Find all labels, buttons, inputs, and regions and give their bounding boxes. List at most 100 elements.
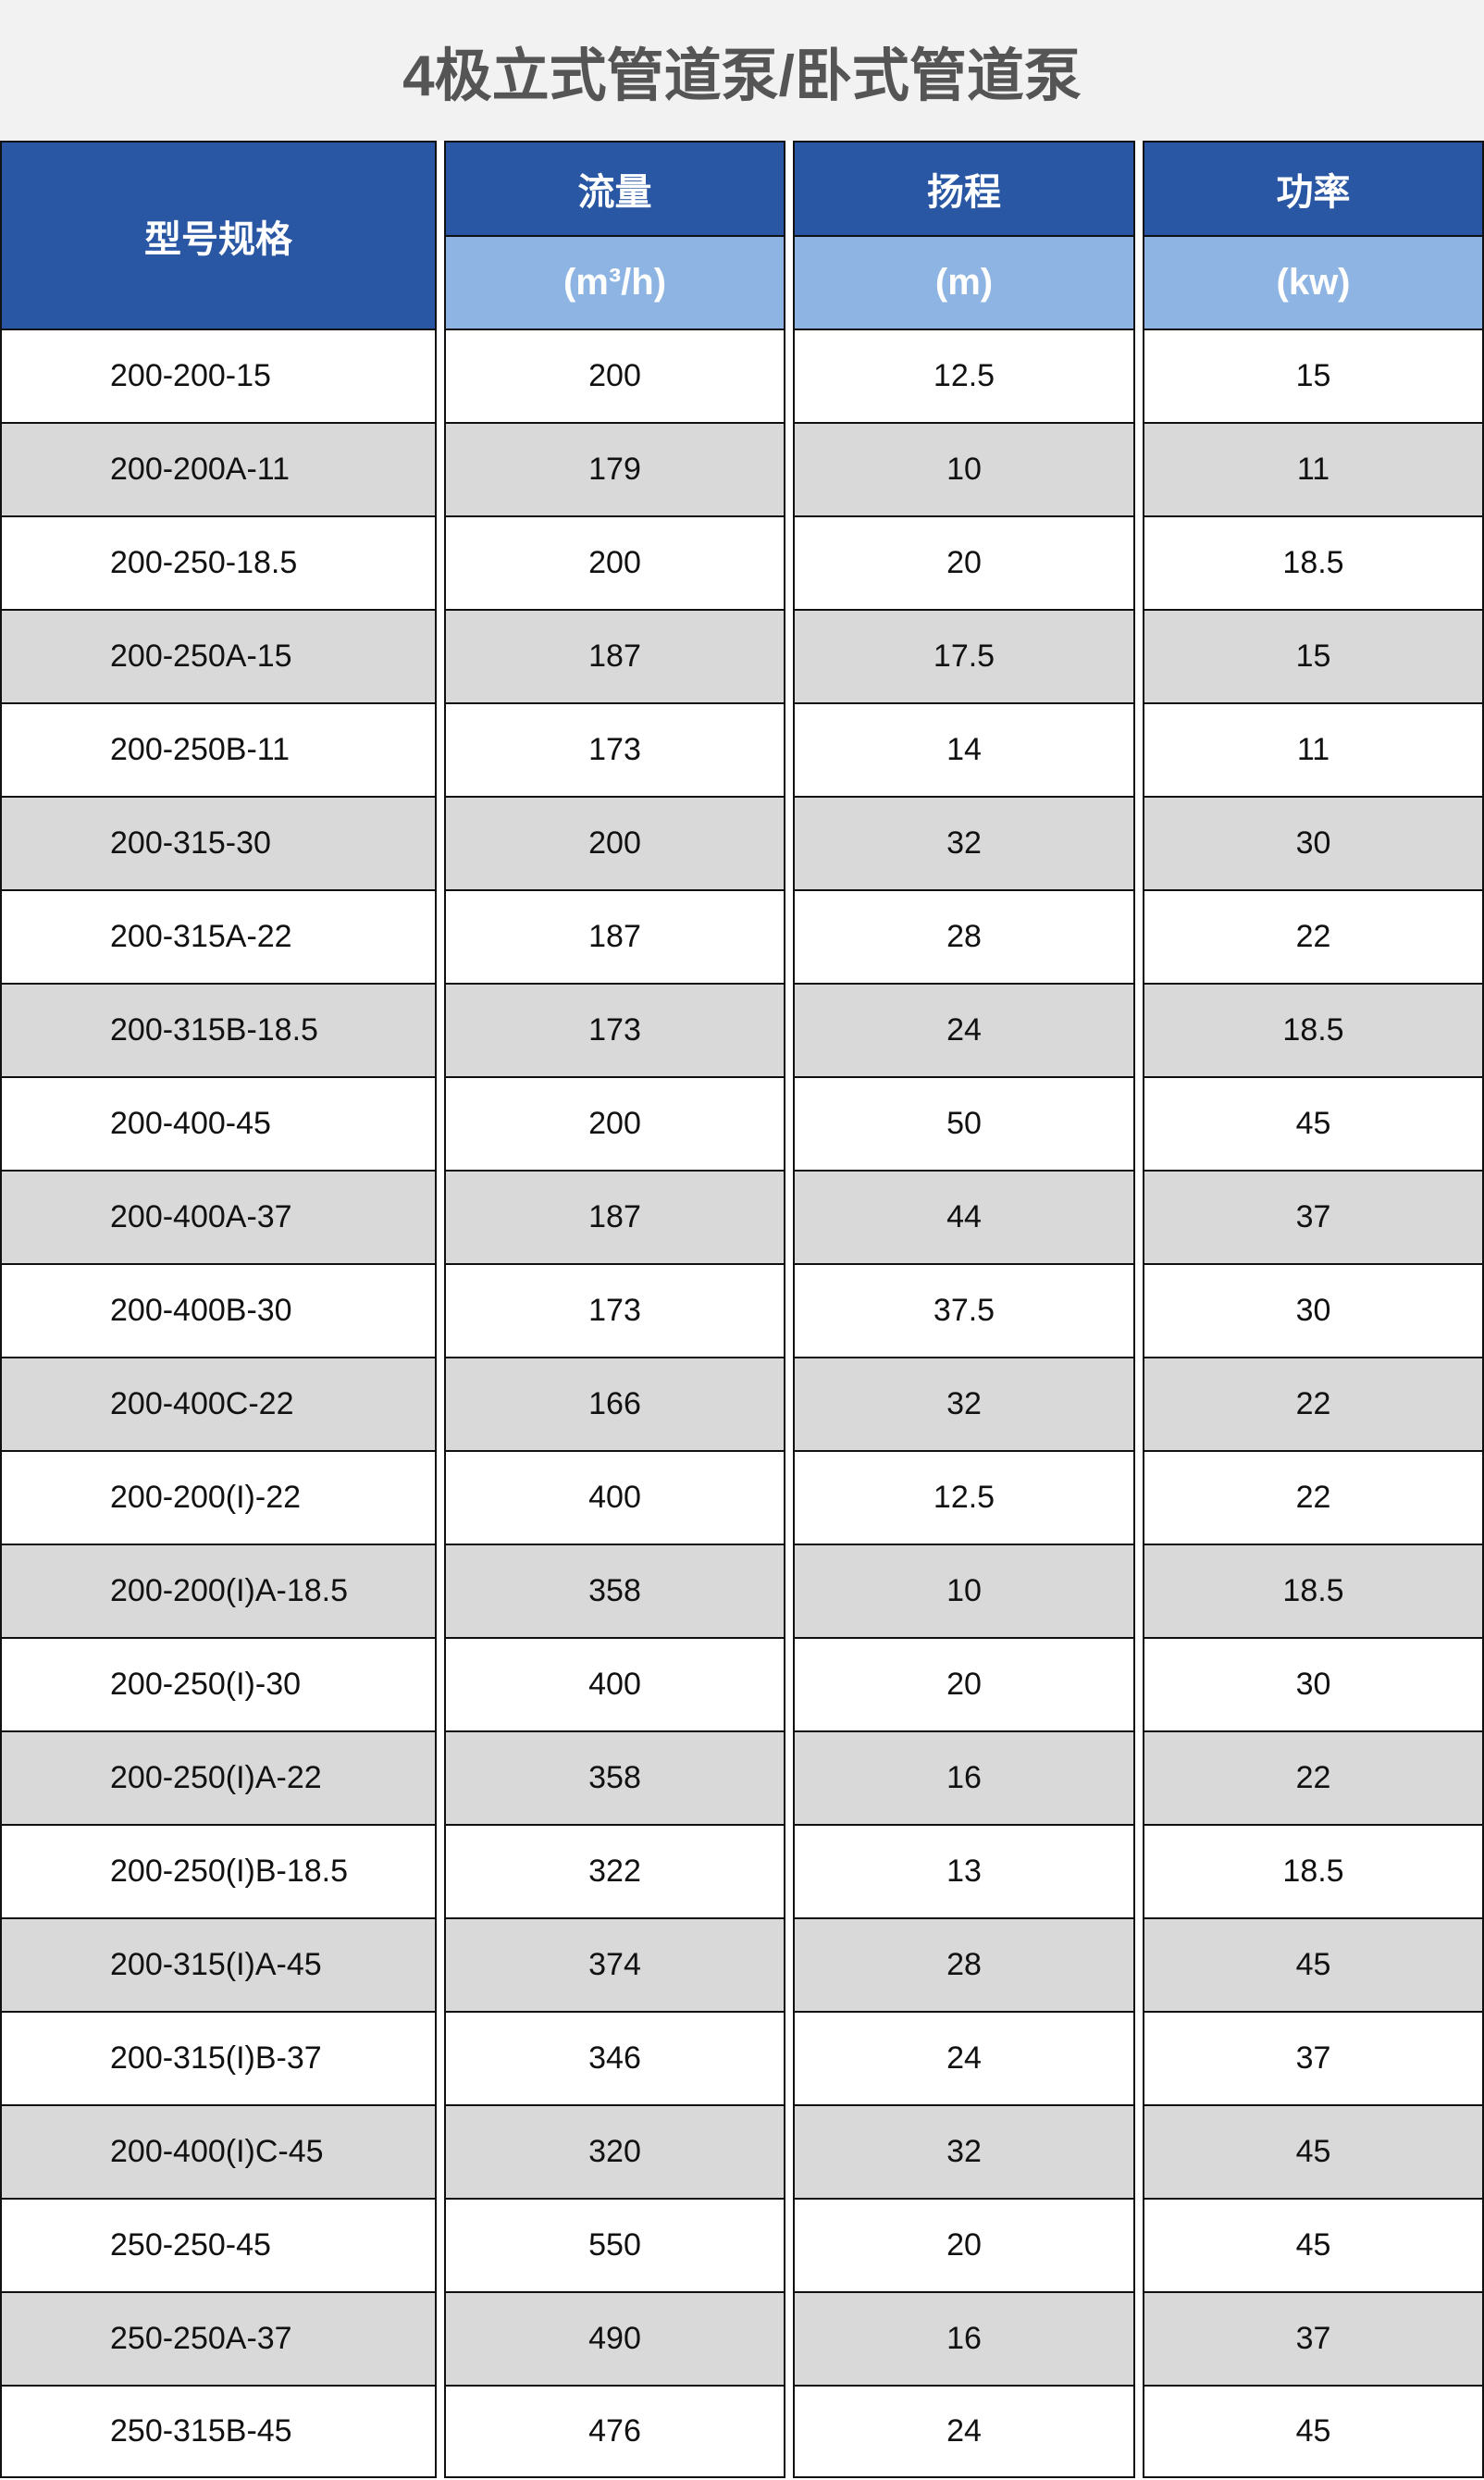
- head-cell: 50: [793, 1076, 1135, 1170]
- flow-cell: 200: [444, 329, 785, 422]
- page-title: 4极立式管道泵/卧式管道泵: [0, 0, 1484, 141]
- model-cell: 200-400C-22: [0, 1357, 437, 1450]
- model-cell: 200-250(I)B-18.5: [0, 1824, 437, 1917]
- head-cell: 28: [793, 889, 1135, 983]
- head-cell: 16: [793, 1730, 1135, 1824]
- table-row: 200-400(I)C-45 320 32 45: [0, 2104, 1484, 2198]
- power-cell: 45: [1143, 1076, 1484, 1170]
- flow-cell: 490: [444, 2291, 785, 2385]
- table-row: 200-315-30 200 32 30: [0, 796, 1484, 889]
- model-cell: 200-315B-18.5: [0, 983, 437, 1076]
- power-cell: 15: [1143, 329, 1484, 422]
- flow-cell: 200: [444, 1076, 785, 1170]
- head-cell: 24: [793, 2385, 1135, 2478]
- head-cell: 32: [793, 796, 1135, 889]
- model-cell: 200-315-30: [0, 796, 437, 889]
- model-cell: 200-315(I)A-45: [0, 1917, 437, 2011]
- head-cell: 32: [793, 2104, 1135, 2198]
- head-cell: 20: [793, 2198, 1135, 2291]
- flow-cell: 173: [444, 983, 785, 1076]
- model-cell: 200-400B-30: [0, 1263, 437, 1357]
- head-cell: 24: [793, 2011, 1135, 2104]
- power-cell: 45: [1143, 1917, 1484, 2011]
- power-cell: 22: [1143, 1730, 1484, 1824]
- flow-cell: 476: [444, 2385, 785, 2478]
- power-cell: 45: [1143, 2104, 1484, 2198]
- power-cell: 15: [1143, 609, 1484, 702]
- flow-cell: 346: [444, 2011, 785, 2104]
- table-row: 200-250(I)-30 400 20 30: [0, 1637, 1484, 1730]
- table-row: 200-400C-22 166 32 22: [0, 1357, 1484, 1450]
- table-header: 型号规格 流量 扬程 功率 (m³/h) (m) (kw): [0, 141, 1484, 329]
- table-row: 250-250-45 550 20 45: [0, 2198, 1484, 2291]
- power-cell: 45: [1143, 2198, 1484, 2291]
- model-cell: 250-250A-37: [0, 2291, 437, 2385]
- head-cell: 10: [793, 422, 1135, 515]
- flow-cell: 358: [444, 1730, 785, 1824]
- model-cell: 200-400-45: [0, 1076, 437, 1170]
- model-cell: 200-315(I)B-37: [0, 2011, 437, 2104]
- power-cell: 11: [1143, 702, 1484, 796]
- power-cell: 18.5: [1143, 515, 1484, 609]
- table-row: 200-315(I)B-37 346 24 37: [0, 2011, 1484, 2104]
- table-row: 250-250A-37 490 16 37: [0, 2291, 1484, 2385]
- power-cell: 18.5: [1143, 1824, 1484, 1917]
- model-cell: 200-250B-11: [0, 702, 437, 796]
- flow-cell: 166: [444, 1357, 785, 1450]
- table-row: 200-200(I)A-18.5 358 10 18.5: [0, 1544, 1484, 1637]
- head-cell: 12.5: [793, 1450, 1135, 1544]
- head-cell: 12.5: [793, 329, 1135, 422]
- header-flow: 流量: [444, 141, 785, 235]
- power-cell: 37: [1143, 2011, 1484, 2104]
- head-cell: 20: [793, 515, 1135, 609]
- flow-cell: 187: [444, 889, 785, 983]
- power-cell: 22: [1143, 889, 1484, 983]
- flow-cell: 358: [444, 1544, 785, 1637]
- model-cell: 200-200(I)A-18.5: [0, 1544, 437, 1637]
- flow-cell: 322: [444, 1824, 785, 1917]
- table-row: 250-315B-45 476 24 45: [0, 2385, 1484, 2478]
- header-flow-unit: (m³/h): [444, 235, 785, 329]
- power-cell: 45: [1143, 2385, 1484, 2478]
- power-cell: 37: [1143, 1170, 1484, 1263]
- power-cell: 22: [1143, 1357, 1484, 1450]
- model-cell: 250-315B-45: [0, 2385, 437, 2478]
- head-cell: 28: [793, 1917, 1135, 2011]
- flow-cell: 179: [444, 422, 785, 515]
- table-row: 200-315(I)A-45 374 28 45: [0, 1917, 1484, 2011]
- header-head-unit: (m): [793, 235, 1135, 329]
- flow-cell: 187: [444, 1170, 785, 1263]
- power-cell: 11: [1143, 422, 1484, 515]
- power-cell: 37: [1143, 2291, 1484, 2385]
- model-cell: 200-250-18.5: [0, 515, 437, 609]
- flow-cell: 200: [444, 515, 785, 609]
- table-row: 200-400A-37 187 44 37: [0, 1170, 1484, 1263]
- head-cell: 24: [793, 983, 1135, 1076]
- model-cell: 200-200-15: [0, 329, 437, 422]
- model-cell: 200-400A-37: [0, 1170, 437, 1263]
- power-cell: 22: [1143, 1450, 1484, 1544]
- head-cell: 14: [793, 702, 1135, 796]
- head-cell: 16: [793, 2291, 1135, 2385]
- head-cell: 32: [793, 1357, 1135, 1450]
- flow-cell: 173: [444, 702, 785, 796]
- model-cell: 200-315A-22: [0, 889, 437, 983]
- header-power-unit: (kw): [1143, 235, 1484, 329]
- flow-cell: 550: [444, 2198, 785, 2291]
- model-cell: 200-200A-11: [0, 422, 437, 515]
- flow-cell: 374: [444, 1917, 785, 2011]
- power-cell: 30: [1143, 796, 1484, 889]
- power-cell: 18.5: [1143, 1544, 1484, 1637]
- flow-cell: 173: [444, 1263, 785, 1357]
- table-row: 200-200A-11 179 10 11: [0, 422, 1484, 515]
- table-row: 200-250(I)A-22 358 16 22: [0, 1730, 1484, 1824]
- head-cell: 20: [793, 1637, 1135, 1730]
- power-cell: 18.5: [1143, 983, 1484, 1076]
- power-cell: 30: [1143, 1637, 1484, 1730]
- table-row: 200-200(I)-22 400 12.5 22: [0, 1450, 1484, 1544]
- model-cell: 200-200(I)-22: [0, 1450, 437, 1544]
- table-row: 200-250B-11 173 14 11: [0, 702, 1484, 796]
- table-body: 200-200-15 200 12.5 15 200-200A-11 179 10 11 200…: [0, 329, 1484, 2478]
- head-cell: 13: [793, 1824, 1135, 1917]
- header-power: 功率: [1143, 141, 1484, 235]
